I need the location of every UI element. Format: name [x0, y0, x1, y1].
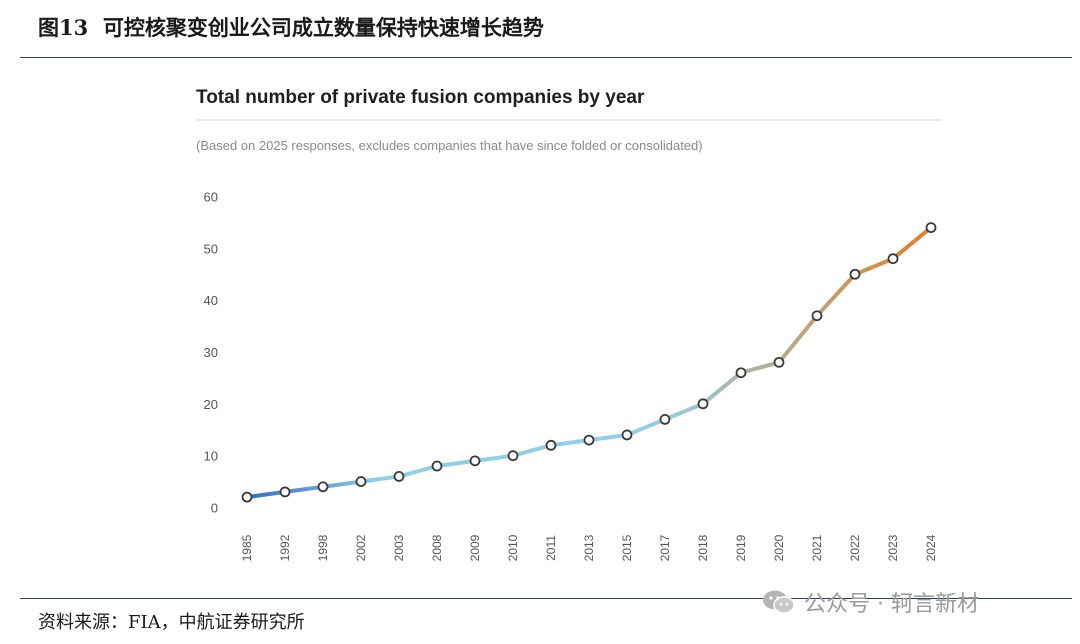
data-point	[773, 356, 785, 368]
data-point	[545, 439, 557, 451]
top-rule	[20, 57, 1072, 58]
data-point	[925, 222, 937, 234]
y-tick-label: 10	[204, 449, 218, 464]
x-tick-label: 2019	[734, 534, 748, 561]
data-point	[279, 486, 291, 498]
x-tick-label: 2015	[620, 534, 634, 561]
chart-subtitle: (Based on 2025 responses, excludes compa…	[196, 138, 703, 153]
series-line	[245, 225, 933, 500]
x-tick-label: 2017	[658, 534, 672, 561]
x-tick-label: 2011	[544, 535, 558, 561]
data-point	[431, 460, 443, 472]
data-point	[849, 268, 861, 280]
x-tick-label: 2010	[506, 534, 520, 561]
x-tick-label: 2003	[392, 534, 406, 561]
y-tick-label: 60	[204, 190, 218, 205]
watermark-text: 公众号 · 轲言新材	[804, 592, 979, 617]
x-tick-label: 1992	[278, 534, 292, 561]
x-tick-label: 2008	[430, 534, 444, 561]
y-tick-label: 50	[204, 241, 218, 256]
watermark: 公众号 · 轲言新材	[762, 586, 979, 618]
x-tick-label: 2013	[582, 534, 596, 561]
data-point	[697, 398, 709, 410]
x-tick-label: 2002	[354, 534, 368, 561]
x-tick-label: 1985	[240, 534, 254, 561]
data-point	[507, 450, 519, 462]
data-point	[355, 476, 367, 487]
y-tick-label: 0	[211, 501, 218, 516]
x-tick-label: 1998	[316, 534, 330, 561]
wechat-icon	[763, 590, 795, 614]
y-tick-label: 40	[204, 293, 218, 308]
data-point	[735, 367, 747, 379]
x-tick-label: 2009	[468, 534, 482, 561]
figure-title: 图13 可控核聚变创业公司成立数量保持快速增长趋势	[38, 12, 544, 42]
x-tick-label: 2021	[810, 534, 824, 561]
data-point	[659, 413, 671, 425]
chart-title: Total number of private fusion companies…	[196, 87, 645, 108]
data-point	[317, 481, 329, 493]
x-tick-label: 2022	[848, 534, 862, 561]
figure-label: 图13	[38, 15, 89, 40]
data-point	[621, 429, 633, 441]
bottom-rule	[20, 598, 1072, 599]
x-tick-label: 2018	[696, 534, 710, 561]
data-point	[887, 253, 899, 265]
x-tick-label: 2020	[772, 534, 786, 561]
source-note: 资料来源：FIA，中航证券研究所	[38, 612, 305, 633]
x-tick-label: 2024	[924, 534, 938, 561]
x-tick-label: 2023	[886, 534, 900, 561]
data-point	[583, 434, 595, 446]
data-point	[811, 310, 823, 322]
y-tick-label: 20	[204, 397, 218, 412]
data-point	[469, 455, 481, 467]
data-point	[393, 470, 405, 482]
y-tick-label: 30	[204, 345, 218, 360]
figure-title-text: 可控核聚变创业公司成立数量保持快速增长趋势	[102, 15, 544, 40]
data-point	[241, 491, 253, 503]
